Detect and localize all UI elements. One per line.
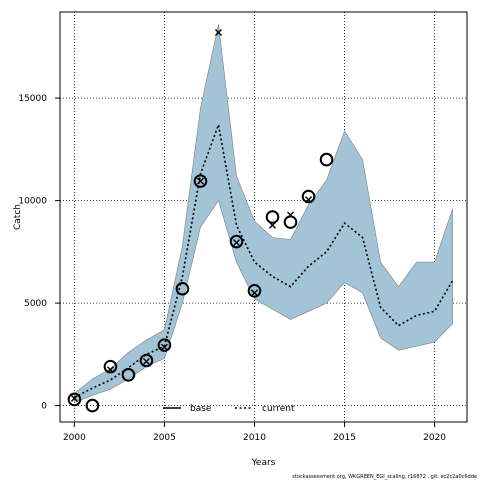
footer-text: stockassessment.org, WKGREEN_EGI_scaling… bbox=[292, 474, 477, 480]
y-tick-label: 5000 bbox=[24, 299, 47, 309]
predicted-marker-stroke bbox=[232, 239, 240, 247]
observed-point bbox=[193, 174, 208, 188]
observed-point bbox=[229, 234, 244, 249]
x-tick-label: 2005 bbox=[153, 433, 176, 443]
predicted-marker-stroke bbox=[214, 29, 222, 36]
x-tick-label: 2020 bbox=[423, 433, 446, 443]
observed-point bbox=[319, 152, 334, 167]
observed-point bbox=[85, 398, 100, 413]
observed-point bbox=[265, 210, 280, 224]
predicted-marker-stroke bbox=[196, 177, 204, 185]
legend: base current bbox=[163, 404, 295, 414]
x-axis-title: Years bbox=[251, 458, 276, 468]
predicted-marker bbox=[70, 394, 78, 402]
series-line-current bbox=[74, 121, 454, 399]
observed-point bbox=[283, 215, 298, 229]
predicted-marker bbox=[196, 177, 204, 185]
observed-point bbox=[139, 353, 154, 368]
legend-label-current: current bbox=[262, 404, 295, 414]
x-tick-label: 2015 bbox=[333, 433, 356, 443]
x-tick-label: 2010 bbox=[243, 433, 266, 443]
predicted-marker bbox=[251, 289, 258, 297]
observed-point bbox=[175, 281, 190, 296]
axis-ticks: 2000 2005 2010 2015 2020 0 5000 10000 15000 bbox=[18, 94, 446, 443]
y-tick-label: 10000 bbox=[18, 197, 47, 207]
y-axis-title: Catch bbox=[13, 204, 23, 230]
y-tick-label: 0 bbox=[41, 402, 47, 412]
observed-point bbox=[121, 368, 136, 382]
series-lines bbox=[74, 121, 454, 399]
observed-point bbox=[157, 338, 172, 352]
data-points bbox=[67, 29, 334, 413]
confidence-ribbon bbox=[74, 24, 453, 403]
predicted-marker-stroke bbox=[142, 358, 150, 366]
observed-point bbox=[301, 189, 316, 204]
predicted-marker bbox=[232, 239, 240, 247]
y-tick-label: 15000 bbox=[18, 94, 47, 104]
plot-frame bbox=[59, 11, 468, 423]
observed-point bbox=[247, 284, 262, 298]
observed-point bbox=[103, 359, 118, 374]
predicted-marker-stroke bbox=[70, 394, 78, 402]
observed-point bbox=[67, 392, 82, 407]
x-tick-label: 2000 bbox=[63, 433, 86, 443]
predicted-marker bbox=[142, 358, 150, 366]
predicted-marker bbox=[214, 29, 222, 36]
predicted-marker-stroke bbox=[251, 289, 258, 297]
predicted-marker-stroke bbox=[160, 343, 168, 351]
confidence-band bbox=[74, 24, 453, 403]
predicted-marker bbox=[160, 343, 168, 351]
legend-label-base: base bbox=[190, 404, 212, 414]
